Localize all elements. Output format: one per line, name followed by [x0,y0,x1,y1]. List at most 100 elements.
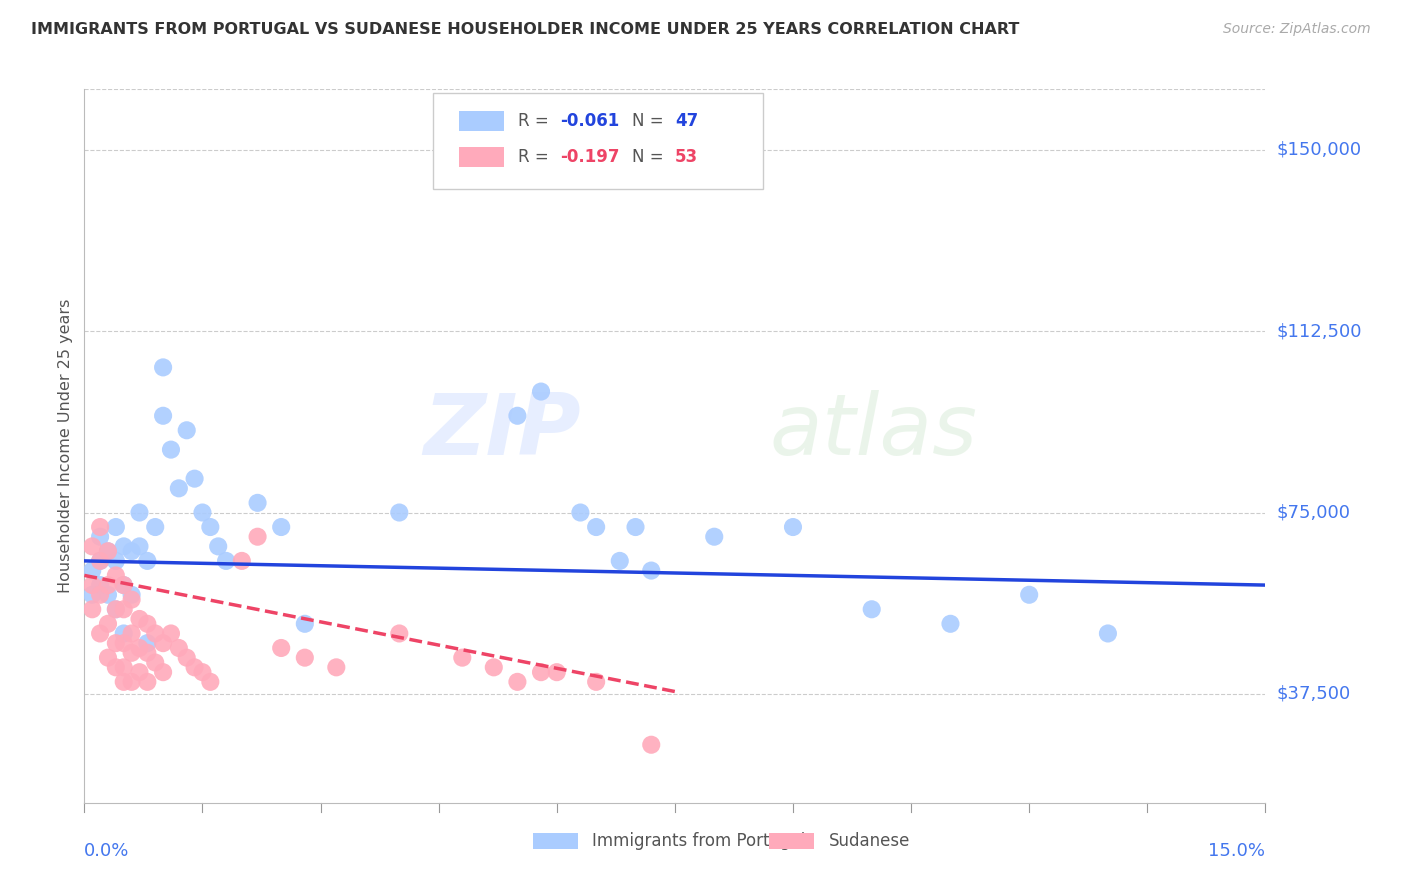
Point [143,656,166,670]
Point [136,674,159,689]
Point [97,588,120,602]
Point [160,626,183,640]
Point [191,665,214,680]
Text: $37,500: $37,500 [1277,685,1351,703]
Point [128,640,150,655]
Point [89,520,111,534]
Point [1097,626,1119,640]
Point [104,636,127,650]
FancyBboxPatch shape [458,147,503,167]
Text: N =: N = [633,112,669,130]
Point [136,616,159,631]
Point [89,588,111,602]
Point [82,578,104,592]
Text: 47: 47 [675,112,699,130]
Point [104,660,127,674]
Point [183,660,205,674]
Text: ZIP: ZIP [423,390,581,474]
Point [152,409,174,423]
Point [128,506,150,520]
Point [609,554,631,568]
Point [112,660,135,674]
Point [136,646,159,660]
Point [270,640,292,655]
Point [207,540,229,554]
Point [143,520,166,534]
Point [121,674,143,689]
Point [530,665,553,680]
Point [215,554,238,568]
FancyBboxPatch shape [769,833,814,849]
Point [231,554,253,568]
Point [152,665,174,680]
Point [136,554,159,568]
Point [97,650,120,665]
Point [97,578,120,592]
FancyBboxPatch shape [458,112,503,131]
Point [89,578,111,592]
Point [128,540,150,554]
Point [89,554,111,568]
Point [246,530,269,544]
Point [112,602,135,616]
Point [388,626,411,640]
Point [939,616,962,631]
Point [200,520,222,534]
Text: $112,500: $112,500 [1277,322,1362,340]
Point [104,554,127,568]
Point [112,636,135,650]
Point [97,544,120,558]
Point [121,646,143,660]
Point [82,602,104,616]
Point [167,481,190,495]
Point [128,612,150,626]
Point [121,592,143,607]
Point [112,578,135,592]
Point [200,674,222,689]
Point [97,544,120,558]
Point [167,640,190,655]
Text: -0.197: -0.197 [561,148,620,166]
Point [191,506,214,520]
Text: IMMIGRANTS FROM PORTUGAL VS SUDANESE HOUSEHOLDER INCOME UNDER 25 YEARS CORRELATI: IMMIGRANTS FROM PORTUGAL VS SUDANESE HOU… [31,22,1019,37]
Y-axis label: Householder Income Under 25 years: Householder Income Under 25 years [58,299,73,593]
Point [624,520,647,534]
Text: Sudanese: Sudanese [828,832,910,850]
Text: 53: 53 [675,148,697,166]
Point [585,520,607,534]
Point [152,636,174,650]
FancyBboxPatch shape [433,93,763,189]
Point [294,616,316,631]
Text: atlas: atlas [769,390,977,474]
Point [97,616,120,631]
Point [89,554,111,568]
Point [82,588,104,602]
Point [112,626,135,640]
Text: Immigrants from Portugal: Immigrants from Portugal [592,832,806,850]
Text: -0.061: -0.061 [561,112,620,130]
Point [183,472,205,486]
FancyBboxPatch shape [533,833,578,849]
Point [640,564,662,578]
Point [506,674,529,689]
Point [104,568,127,582]
Point [585,674,607,689]
Point [506,409,529,423]
Point [451,650,474,665]
Point [860,602,883,616]
Text: $75,000: $75,000 [1277,503,1351,522]
Point [176,423,198,437]
Point [388,506,411,520]
Point [121,588,143,602]
Point [112,578,135,592]
Point [128,665,150,680]
Point [143,626,166,640]
Point [104,520,127,534]
Point [482,660,505,674]
Point [246,496,269,510]
Point [152,360,174,375]
Point [640,738,662,752]
Text: 0.0%: 0.0% [84,842,129,860]
Point [136,636,159,650]
Point [121,626,143,640]
